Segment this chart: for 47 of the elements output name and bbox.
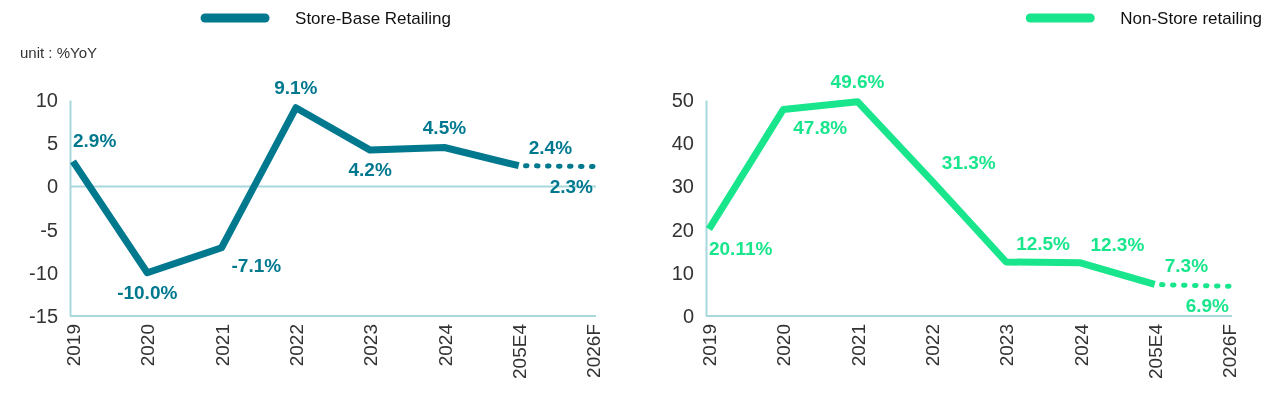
x-tick-label: 2026F — [1219, 324, 1241, 378]
y-tick-label: -15 — [29, 304, 58, 327]
y-tick-label: 0 — [46, 175, 58, 198]
x-tick-label: 2022 — [922, 324, 943, 367]
data-label: -7.1% — [231, 254, 282, 276]
data-label: 12.5% — [1016, 233, 1071, 254]
y-tick-label: 50 — [671, 88, 694, 111]
x-tick-label: 2024 — [434, 323, 456, 367]
data-label: 49.6% — [830, 70, 885, 92]
x-tick-label: 2022 — [286, 324, 307, 367]
y-tick-label: 5 — [46, 132, 58, 155]
data-label: 4.2% — [348, 159, 392, 181]
data-label: 12.3% — [1090, 233, 1145, 255]
y-tick-label: -10 — [29, 261, 58, 284]
x-tick-label: 2020 — [137, 324, 159, 367]
data-label: 2.9% — [72, 130, 117, 152]
data-label: 7.3% — [1164, 255, 1209, 277]
x-tick-label: 2021 — [847, 324, 869, 367]
y-tick-label: 40 — [671, 132, 694, 155]
x-tick-label: 205E4 — [1144, 323, 1166, 379]
data-label: -10.0% — [117, 281, 178, 303]
data-label: 47.8% — [793, 116, 848, 138]
x-tick-label: 205E4 — [508, 323, 530, 379]
y-tick-label: 20 — [671, 218, 694, 241]
legend-label: Non-Store retailing — [1120, 9, 1262, 28]
y-tick-label: 10 — [35, 88, 58, 111]
x-tick-label: 2019 — [63, 324, 85, 367]
y-tick-label: 30 — [671, 175, 694, 198]
data-label: 6.9% — [1185, 295, 1230, 317]
data-label: 2.4% — [528, 136, 573, 158]
text: unit : %YoY — [20, 44, 97, 61]
data-label: 4.5% — [422, 116, 467, 138]
y-tick-label: 0 — [682, 304, 694, 327]
x-tick-label: 2023 — [996, 324, 1018, 367]
x-tick-label: 2020 — [773, 324, 795, 367]
data-label: 20.11% — [708, 238, 773, 260]
data-label: 9.1% — [274, 76, 318, 98]
y-tick-label: 10 — [671, 261, 694, 284]
x-tick-label: 2026F — [583, 324, 605, 378]
x-tick-label: 2019 — [699, 324, 721, 367]
y-tick-label: -5 — [40, 218, 58, 241]
data-label: 31.3% — [941, 151, 996, 173]
legend-label: Store-Base Retailing — [295, 9, 451, 28]
x-tick-label: 2021 — [211, 324, 233, 367]
data-label: 2.3% — [549, 175, 594, 197]
x-tick-label: 2023 — [360, 324, 382, 367]
x-tick-label: 2024 — [1070, 323, 1092, 367]
